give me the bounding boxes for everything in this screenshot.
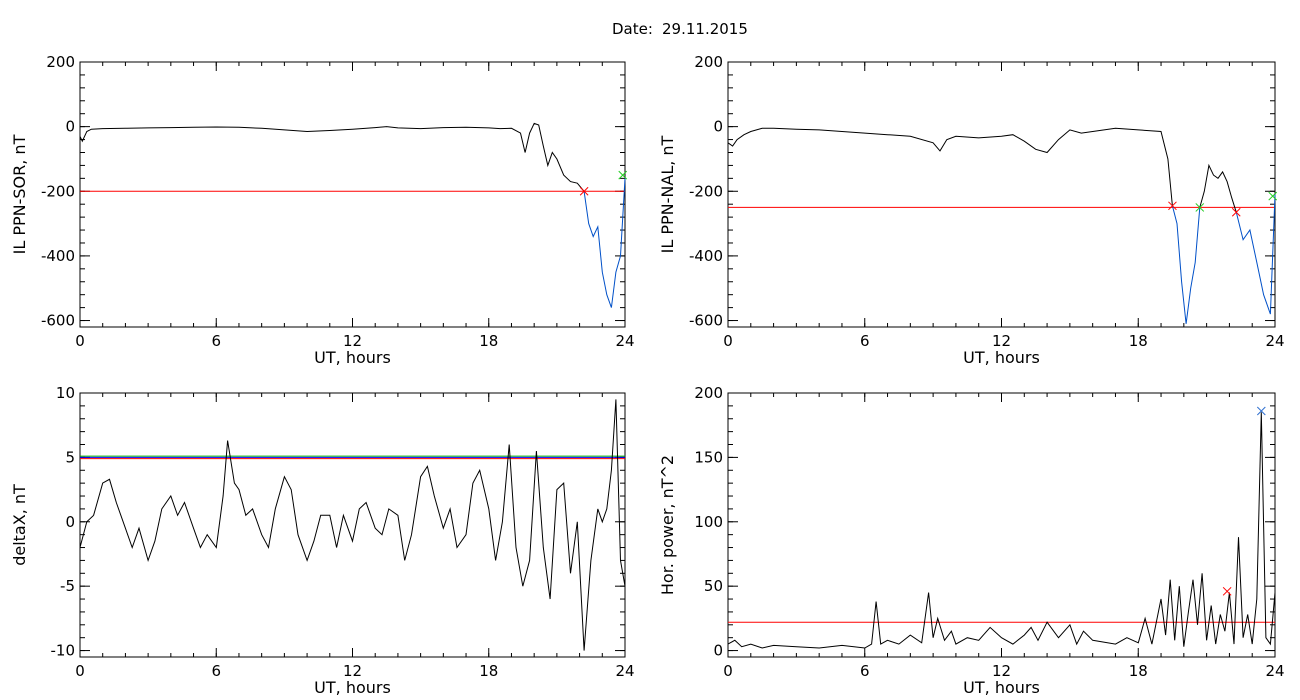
nal-xtick-label: 18 <box>1129 332 1148 350</box>
power-xlabel: UT, hours <box>963 678 1040 697</box>
nal-ytick-label: -400 <box>689 247 723 265</box>
nal-series-line <box>1235 194 1276 315</box>
nal-x-marker <box>1231 207 1241 217</box>
deltax-xtick-label: 0 <box>75 662 85 680</box>
power-ytick-label: 150 <box>694 448 723 466</box>
nal-xtick-label: 12 <box>992 332 1011 350</box>
power-ytick-label: 50 <box>704 577 723 595</box>
date-label: Date: <box>612 20 653 38</box>
sor-xtick-label: 12 <box>343 332 362 350</box>
power-plot-frame <box>727 392 1276 658</box>
sor-xtick-label: 24 <box>615 332 634 350</box>
deltax-xtick-label: 6 <box>211 662 221 680</box>
sor-xtick-label: 18 <box>479 332 498 350</box>
sor-series-line <box>79 122 585 192</box>
power-panel: 0 6 12 18 24 200 150 100 50 0 UT, hours Hor. power,… <box>658 384 1285 697</box>
sor-xtick-label: 0 <box>75 332 85 350</box>
nal-xtick-label: 0 <box>723 332 733 350</box>
deltax-ytick-label: -5 <box>60 577 75 595</box>
chart-panels: 0 6 12 18 24 200 0 -200 -400 -600 UT, hours IL PPN-… <box>10 53 1285 697</box>
sor-x-marker-stroke <box>618 170 628 180</box>
nal-ytick-label: 0 <box>713 118 723 136</box>
deltax-ytick-label: -10 <box>51 642 76 660</box>
nal-ytick-label: -600 <box>689 312 723 330</box>
deltax-ytick-label: 5 <box>65 448 75 466</box>
sor-ytick-label: 200 <box>46 53 75 71</box>
power-x-marker-stroke <box>1222 586 1232 596</box>
sor-xlabel: UT, hours <box>314 348 391 367</box>
nal-ylabel: IL PPN-NAL, nT <box>658 135 677 253</box>
nal-xtick-label: 6 <box>860 332 870 350</box>
nal-series-line <box>1199 163 1237 213</box>
power-series-line <box>727 412 1276 649</box>
sor-x-marker <box>579 186 589 196</box>
sor-ytick-label: -200 <box>41 182 75 200</box>
sor-x-marker-stroke <box>579 186 589 196</box>
power-xtick-label: 18 <box>1129 662 1148 680</box>
power-ytick-label: 0 <box>713 642 723 660</box>
sor-ytick-label: -400 <box>41 247 75 265</box>
nal-series-line <box>1171 205 1201 324</box>
power-ylabel: Hor. power, nT^2 <box>658 455 677 595</box>
deltax-xtick-label: 24 <box>615 662 634 680</box>
power-xtick-label: 6 <box>860 662 870 680</box>
nal-panel: 0 6 12 18 24 200 0 -200 -400 -600 UT, hours IL PPN-… <box>658 53 1285 367</box>
deltax-plot-frame <box>79 392 626 658</box>
sor-xtick-label: 6 <box>211 332 221 350</box>
sor-plot-frame <box>79 61 626 328</box>
deltax-ylabel: deltaX, nT <box>10 484 29 566</box>
nal-ytick-label: -200 <box>689 182 723 200</box>
sor-ytick-label: 0 <box>65 118 75 136</box>
deltax-xlabel: UT, hours <box>314 678 391 697</box>
nal-x-marker <box>1168 201 1177 211</box>
deltax-xtick-label: 18 <box>479 662 498 680</box>
nal-xlabel: UT, hours <box>963 348 1040 367</box>
nal-x-marker-stroke <box>1268 191 1278 201</box>
deltax-xtick-label: 12 <box>343 662 362 680</box>
nal-ytick-label: 200 <box>694 53 723 71</box>
sor-series-line <box>583 178 626 308</box>
power-xtick-label: 0 <box>723 662 733 680</box>
nal-series-line <box>727 127 1173 206</box>
power-x-marker-stroke <box>1256 406 1266 416</box>
power-ytick-label: 200 <box>694 384 723 402</box>
power-x-marker <box>1222 586 1232 596</box>
nal-x-marker-stroke <box>1231 207 1241 217</box>
nal-plot-frame <box>727 61 1276 328</box>
deltax-ytick-label: 10 <box>56 384 75 402</box>
nal-xtick-label: 24 <box>1265 332 1284 350</box>
deltax-panel: 0 6 12 18 24 10 5 0 -5 -10 UT, hours deltaX, nT <box>10 384 635 697</box>
date-value: 29.11.2015 <box>662 20 748 38</box>
nal-x-marker-stroke <box>1195 203 1205 212</box>
sor-ytick-label: -600 <box>41 312 75 330</box>
deltax-ytick-label: 0 <box>65 513 75 531</box>
power-ytick-label: 100 <box>694 513 723 531</box>
power-xtick-label: 24 <box>1265 662 1284 680</box>
nal-x-marker <box>1195 203 1205 212</box>
sor-panel: 0 6 12 18 24 200 0 -200 -400 -600 UT, hours IL PPN-… <box>10 53 635 367</box>
nal-x-marker-stroke <box>1168 201 1177 211</box>
sor-ylabel: IL PPN-SOR, nT <box>10 134 29 254</box>
power-xtick-label: 12 <box>992 662 1011 680</box>
power-x-marker <box>1256 406 1266 416</box>
nal-x-marker <box>1268 191 1278 201</box>
sor-x-marker <box>618 170 628 180</box>
deltax-series-line <box>79 399 626 651</box>
